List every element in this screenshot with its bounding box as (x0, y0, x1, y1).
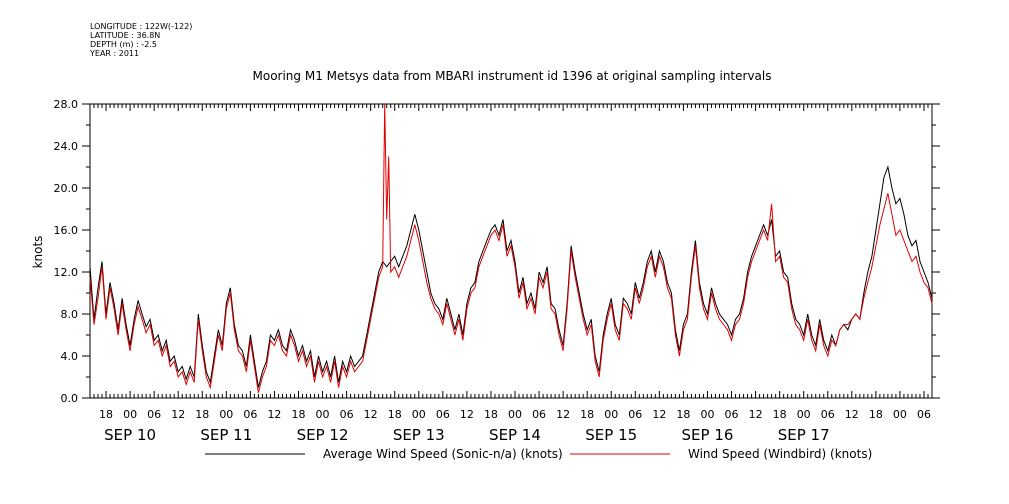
y-axis: 0.0 4.0 8.0 12.0 16.0 20.0 24.0 28.0 (54, 98, 940, 405)
x-hour-label: 00 (700, 408, 714, 421)
y-tick-label: 28.0 (54, 98, 79, 111)
x-hour-label: 12 (267, 408, 281, 421)
x-hour-label: 06 (243, 408, 257, 421)
x-day-label: SEP 16 (682, 426, 734, 444)
x-hour-label: 18 (773, 408, 787, 421)
legend-label-average-wind: Average Wind Speed (Sonic-n/a) (knots) (323, 447, 563, 461)
x-day-label: SEP 14 (489, 426, 541, 444)
x-hour-label: 12 (845, 408, 859, 421)
x-hour-label: 18 (484, 408, 498, 421)
x-hour-label: 12 (364, 408, 378, 421)
x-hour-label: 06 (917, 408, 931, 421)
x-day-label: SEP 11 (200, 426, 252, 444)
legend: Average Wind Speed (Sonic-n/a) (knots) W… (205, 447, 872, 461)
x-day-label: SEP 13 (393, 426, 445, 444)
x-hour-label: 18 (195, 408, 209, 421)
y-axis-label: knots (31, 236, 45, 269)
x-hour-label: 00 (508, 408, 522, 421)
y-tick-label: 0.0 (61, 392, 79, 405)
x-hour-label: 18 (99, 408, 113, 421)
x-hour-label: 18 (869, 408, 883, 421)
y-tick-label: 8.0 (61, 308, 79, 321)
x-hour-label: 00 (219, 408, 233, 421)
x-hour-label: 06 (628, 408, 642, 421)
x-hour-label: 00 (604, 408, 618, 421)
x-axis: 18 00 06 12 18 00 06 12 18 00 06 12 18 00 06 12 18 00 06 12… (89, 104, 933, 444)
latitude-text: LATITUDE : 36.8N (90, 31, 161, 40)
series-layer (89, 103, 933, 393)
metadata-block: LONGITUDE : 122W(-122) LATITUDE : 36.8N … (90, 22, 192, 58)
x-hour-label: 06 (147, 408, 161, 421)
series-line-average-wind (89, 165, 933, 388)
longitude-text: LONGITUDE : 122W(-122) (90, 22, 193, 31)
year-text: YEAR : 2011 (90, 49, 140, 58)
x-hour-label: 00 (893, 408, 907, 421)
x-hour-label: 06 (532, 408, 546, 421)
x-day-label: SEP 17 (778, 426, 830, 444)
series-line-windbird (89, 103, 933, 393)
y-tick-label: 16.0 (54, 224, 79, 237)
x-hour-label: 06 (436, 408, 450, 421)
y-tick-label: 4.0 (61, 350, 79, 363)
x-hour-label: 12 (460, 408, 474, 421)
x-day-label: SEP 12 (297, 426, 349, 444)
x-hour-label: 00 (123, 408, 137, 421)
depth-text: DEPTH (m) : -2.5 (90, 40, 157, 49)
x-hour-label: 06 (821, 408, 835, 421)
x-hour-label: 18 (291, 408, 305, 421)
y-tick-label: 12.0 (54, 266, 79, 279)
x-day-label: SEP 15 (585, 426, 637, 444)
legend-label-windbird: Wind Speed (Windbird) (knots) (688, 447, 872, 461)
x-hour-label: 12 (556, 408, 570, 421)
x-hour-label: 12 (171, 408, 185, 421)
x-hour-label: 00 (412, 408, 426, 421)
x-hour-label: 00 (797, 408, 811, 421)
x-hour-label: 18 (580, 408, 594, 421)
x-hour-label: 18 (388, 408, 402, 421)
y-tick-label: 24.0 (54, 140, 79, 153)
x-hour-label: 12 (749, 408, 763, 421)
x-hour-label: 00 (316, 408, 330, 421)
x-hour-label: 06 (725, 408, 739, 421)
y-tick-label: 20.0 (54, 182, 79, 195)
chart-title: Mooring M1 Metsys data from MBARI instru… (253, 69, 772, 83)
x-hour-label: 12 (652, 408, 666, 421)
x-hour-label: 06 (340, 408, 354, 421)
x-day-label: SEP 10 (104, 426, 156, 444)
plot-frame (89, 103, 933, 399)
x-hour-label: 18 (676, 408, 690, 421)
